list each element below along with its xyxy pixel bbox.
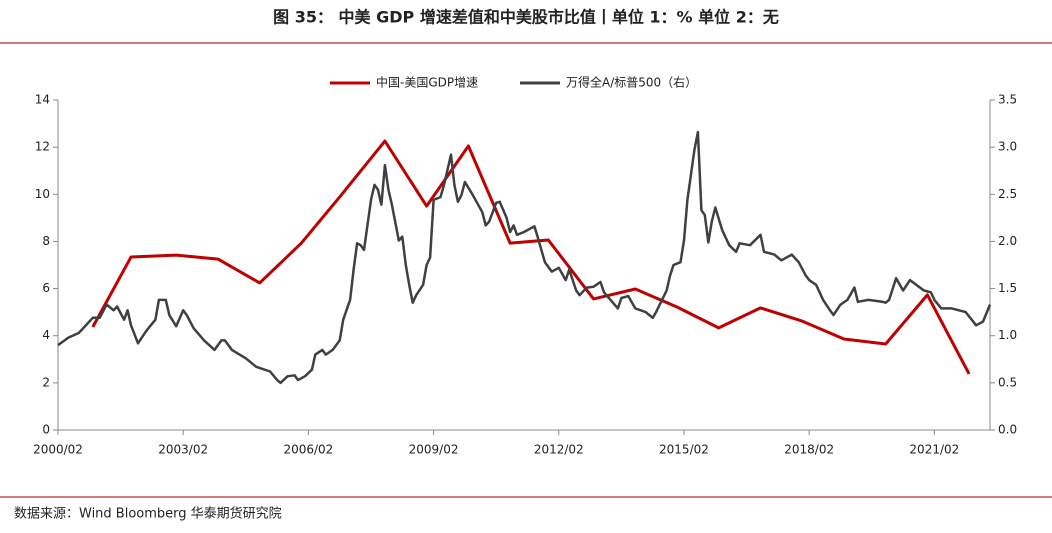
data-line	[91, 139, 971, 375]
y2-tick-label: 3.0	[998, 140, 1017, 154]
legend-label: 万得全A/标普500（右）	[566, 75, 697, 90]
y2-tick-label: 1.0	[998, 328, 1017, 342]
y-tick-label: 0	[42, 423, 50, 437]
data-line	[57, 130, 992, 385]
y-tick-label: 12	[35, 140, 50, 154]
y2-tick-label: 0.0	[998, 423, 1017, 437]
y2-tick-label: 3.5	[998, 93, 1017, 107]
x-tick-label: 2018/02	[784, 443, 834, 457]
y-tick-label: 14	[35, 93, 50, 107]
legend-label: 中国-美国GDP增速	[376, 75, 478, 90]
x-tick-label: 2006/02	[283, 443, 333, 457]
y2-tick-label: 0.5	[998, 375, 1017, 389]
y-tick-label: 4	[42, 328, 50, 342]
y2-tick-label: 2.0	[998, 234, 1017, 248]
x-tick-label: 2000/02	[33, 443, 83, 457]
y2-tick-label: 1.5	[998, 281, 1017, 295]
x-tick-label: 2003/02	[158, 443, 208, 457]
x-tick-label: 2021/02	[909, 443, 959, 457]
y-tick-label: 10	[35, 187, 50, 201]
y2-tick-label: 2.5	[998, 187, 1017, 201]
x-tick-label: 2012/02	[534, 443, 584, 457]
y-tick-label: 2	[42, 375, 50, 389]
source-note: 数据来源：Wind Bloomberg 华泰期货研究院	[14, 506, 282, 522]
y-tick-label: 6	[42, 281, 50, 295]
x-tick-label: 2009/02	[409, 443, 459, 457]
chart-title: 图 35： 中美 GDP 增速差值和中美股市比值丨单位 1：% 单位 2：无	[273, 8, 779, 27]
y-tick-label: 8	[42, 234, 50, 248]
x-tick-label: 2015/02	[659, 443, 709, 457]
